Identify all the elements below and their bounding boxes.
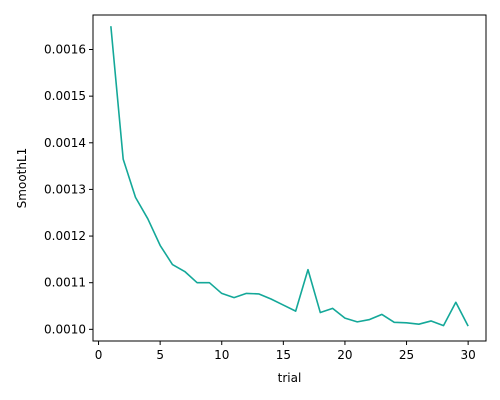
plot-area-frame [92,14,487,342]
y-tick-label: 0.0011 [44,276,86,290]
series-layer [110,26,469,327]
x-tick-label: 20 [337,348,352,362]
x-tick-label: 5 [156,348,164,362]
series-line-0 [110,26,469,327]
y-axis-label: SmoothL1 [15,148,29,209]
x-tick-label: 10 [214,348,229,362]
x-axis-label: trial [278,371,302,385]
y-tick-label: 0.0016 [44,43,86,57]
x-tick-label: 0 [95,348,103,362]
x-tick-label: 30 [460,348,475,362]
x-axis-ticks: 0 5 10 15 20 25 30 [95,341,476,362]
y-tick-label: 0.0010 [44,322,86,336]
y-axis-ticks: 0.0010 0.0011 0.0012 0.0013 0.0014 0.0015 0.00… [44,43,93,336]
y-tick-label: 0.0013 [44,182,86,196]
y-tick-label: 0.0012 [44,229,86,243]
x-tick-label: 25 [399,348,414,362]
x-tick-label: 15 [276,348,291,362]
y-tick-label: 0.0014 [44,136,86,150]
y-tick-label: 0.0015 [44,89,86,103]
